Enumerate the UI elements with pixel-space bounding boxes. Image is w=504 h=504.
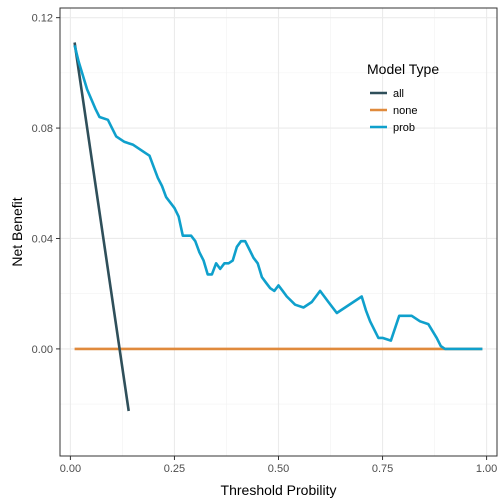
legend-title: Model Type [367,61,439,77]
legend: Model Type all none prob [367,61,439,134]
x-tick-label: 0.00 [60,463,81,475]
legend-label-all: all [393,88,404,100]
series-line-prob [73,44,483,351]
series-line-all [73,42,130,412]
y-tick-label: 0.00 [32,344,53,356]
y-tick-label: 0.12 [32,13,53,25]
x-tick-label: 0.75 [372,463,393,475]
y-tick-label: 0.08 [32,123,53,135]
y-axis: 0.00 0.04 0.08 0.12 [32,13,60,356]
legend-label-none: none [393,105,417,117]
series-layer [73,42,483,412]
x-axis: 0.00 0.25 0.50 0.75 1.00 [60,456,497,475]
x-tick-label: 1.00 [476,463,497,475]
x-axis-title: Threshold Probility [221,482,337,498]
legend-label-prob: prob [393,122,415,134]
y-axis-title: Net Benefit [9,197,25,266]
x-tick-label: 0.50 [268,463,289,475]
y-tick-label: 0.04 [32,233,53,245]
x-tick-label: 0.25 [164,463,185,475]
